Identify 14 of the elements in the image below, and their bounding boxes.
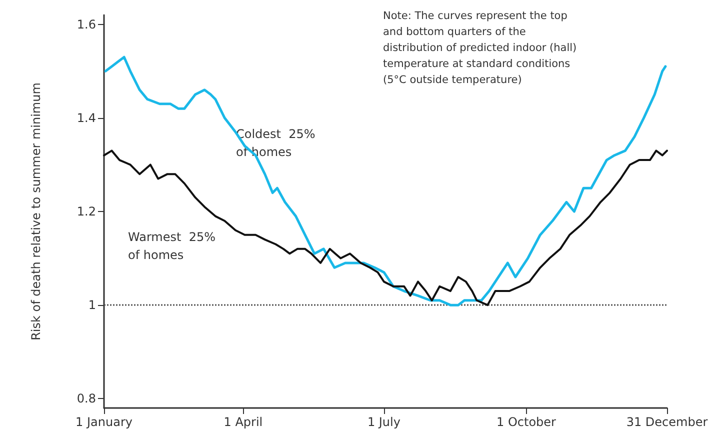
annotation: Note: The curves represent the top and bottom quarters of the distribution of predicted indoor (hall) temperature at standard conditions (5°C outside temperature) [383,10,577,86]
y-tick-label: 1.4 [76,110,96,125]
x-tick-label: 1 October [496,415,556,429]
x-tick-label: 1 January [76,415,132,429]
y-tick-label: 1 [88,298,96,312]
x-tick-label: 1 July [367,415,400,429]
annotation: Warmest 25% of homes [128,230,216,262]
y-tick-label: 0.8 [76,392,96,406]
x-tick-label: 31 December [626,415,708,429]
y-tick-label: 1.2 [76,204,96,218]
y-axis-title: Risk of death relative to summer minimum [29,82,43,340]
y-tick-label: 1.6 [76,17,96,32]
x-tick-label: 1 April [224,415,263,429]
line-series [104,56,667,306]
